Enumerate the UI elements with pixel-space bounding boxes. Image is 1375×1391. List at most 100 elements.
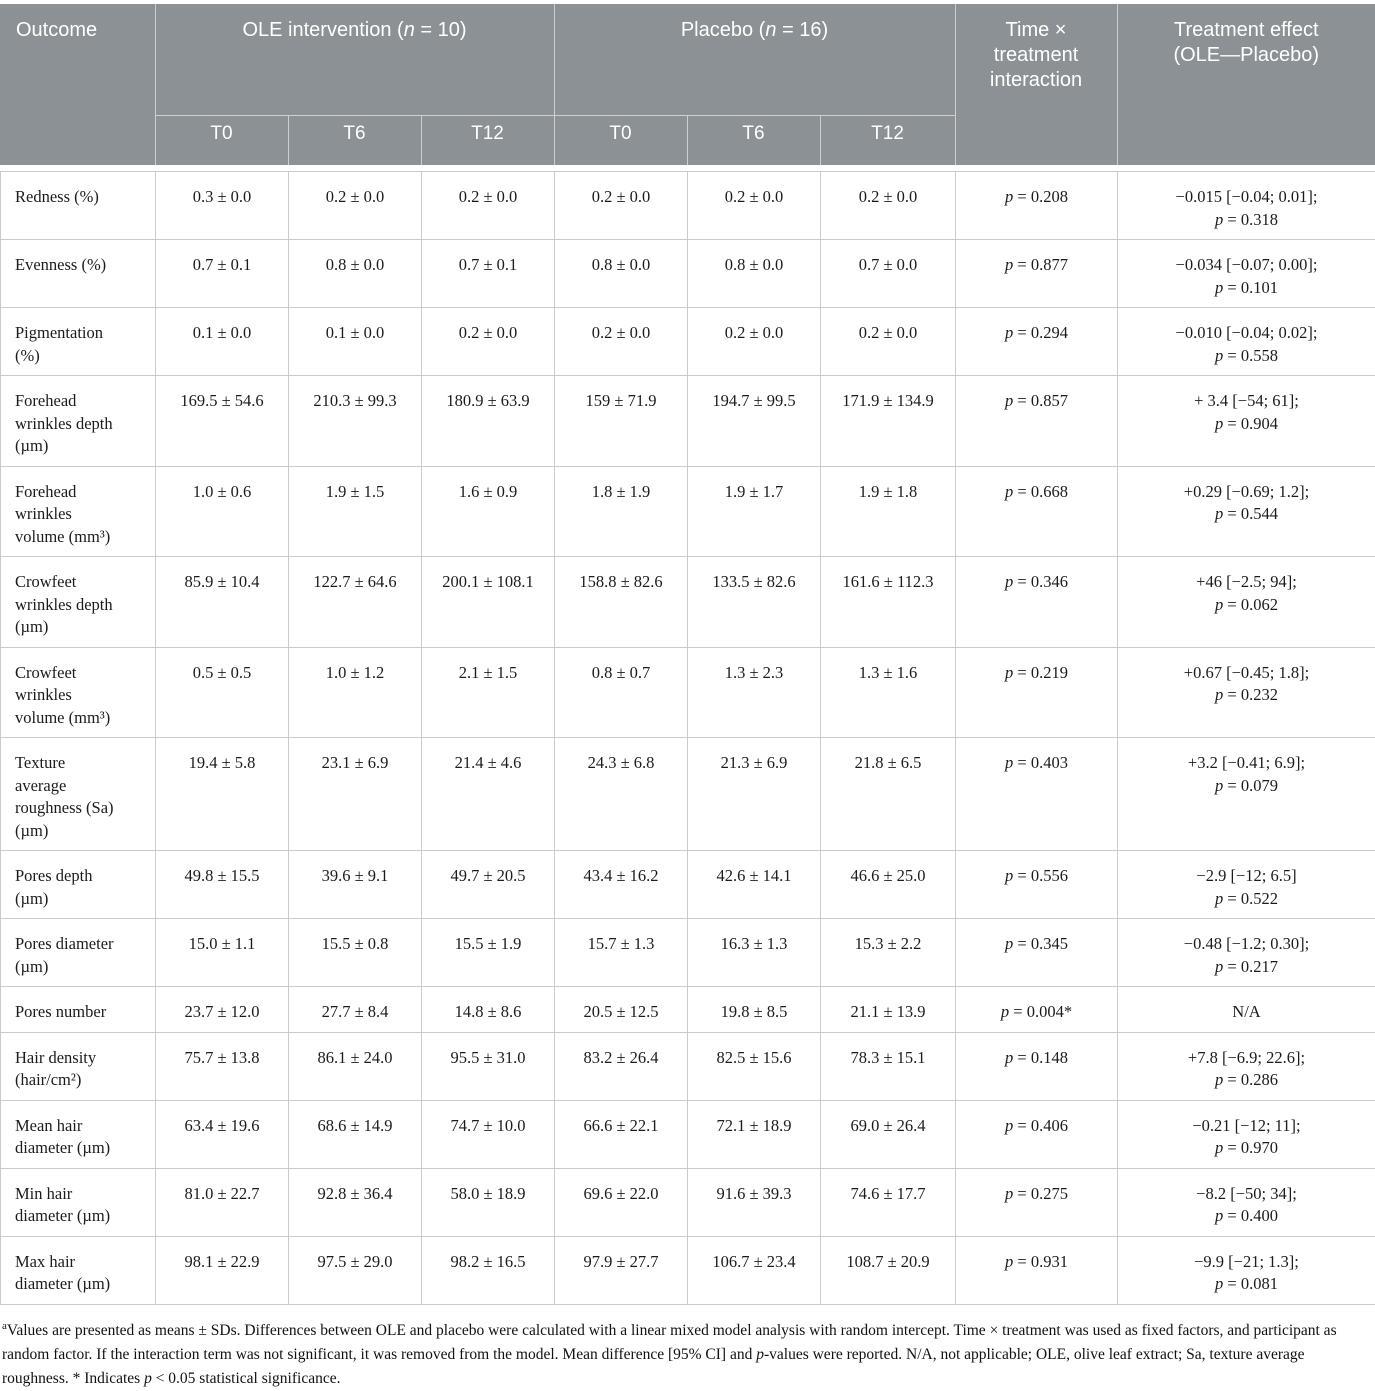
placebo-value-t6: 19.8 ± 8.5 <box>688 987 821 1033</box>
effect-line: −0.015 [−0.04; 0.01]; <box>1126 186 1367 209</box>
subheader-ole-t0: T0 <box>155 116 288 166</box>
treatment-effect-value: + 3.4 [−54; 61];p = 0.904 <box>1118 376 1375 467</box>
placebo-value-t0: 159 ± 71.9 <box>555 376 688 467</box>
placebo-value-t6: 133.5 ± 82.6 <box>688 557 821 648</box>
results-table-header: Outcome OLE intervention (n = 10) Placeb… <box>0 4 1375 165</box>
placebo-value-t6: 106.7 ± 23.4 <box>688 1236 821 1304</box>
ole-group-n: n <box>404 19 415 41</box>
subheader-placebo-t0: T0 <box>554 116 687 166</box>
placebo-value-t12: 0.7 ± 0.0 <box>821 240 956 308</box>
placebo-value-t12: 69.0 ± 26.4 <box>821 1100 956 1168</box>
placebo-value-t0: 0.2 ± 0.0 <box>555 308 688 376</box>
table-footnote: aValues are presented as means ± SDs. Di… <box>0 1314 1375 1391</box>
placebo-value-t12: 171.9 ± 134.9 <box>821 376 956 467</box>
outcome-label: Pores diameter (µm) <box>1 919 156 987</box>
ole-value-t0: 0.3 ± 0.0 <box>156 172 289 240</box>
effect-line: +0.29 [−0.69; 1.2]; <box>1126 481 1367 504</box>
ole-value-t6: 27.7 ± 8.4 <box>289 987 422 1033</box>
ole-value-t6: 68.6 ± 14.9 <box>289 1100 422 1168</box>
placebo-value-t0: 69.6 ± 22.0 <box>555 1168 688 1236</box>
treatment-effect-value: −0.010 [−0.04; 0.02];p = 0.558 <box>1118 308 1375 376</box>
ole-value-t6: 0.1 ± 0.0 <box>289 308 422 376</box>
placebo-value-t6: 72.1 ± 18.9 <box>688 1100 821 1168</box>
ole-group-label-pre: OLE intervention ( <box>242 19 403 41</box>
effect-line: p = 0.062 <box>1126 594 1367 617</box>
placebo-value-t12: 1.3 ± 1.6 <box>821 647 956 738</box>
effect-line: p = 0.081 <box>1126 1273 1367 1296</box>
effect-line: +46 [−2.5; 94]; <box>1126 571 1367 594</box>
effect-line: −8.2 [−50; 34]; <box>1126 1183 1367 1206</box>
ole-value-t12: 0.2 ± 0.0 <box>422 172 555 240</box>
effect-line: p = 0.101 <box>1126 277 1367 300</box>
placebo-value-t6: 1.9 ± 1.7 <box>688 466 821 557</box>
placebo-value-t6: 82.5 ± 15.6 <box>688 1032 821 1100</box>
ole-value-t0: 15.0 ± 1.1 <box>156 919 289 987</box>
placebo-value-t6: 0.8 ± 0.0 <box>688 240 821 308</box>
placebo-value-t0: 15.7 ± 1.3 <box>555 919 688 987</box>
placebo-value-t6: 16.3 ± 1.3 <box>688 919 821 987</box>
placebo-value-t12: 15.3 ± 2.2 <box>821 919 956 987</box>
placebo-group-label-post: = 16) <box>776 19 828 41</box>
placebo-value-t0: 24.3 ± 6.8 <box>555 738 688 851</box>
outcome-label: Mean hair diameter (µm) <box>1 1100 156 1168</box>
treatment-effect-value: +0.29 [−0.69; 1.2];p = 0.544 <box>1118 466 1375 557</box>
placebo-value-t12: 21.1 ± 13.9 <box>821 987 956 1033</box>
ole-value-t12: 14.8 ± 8.6 <box>422 987 555 1033</box>
ole-value-t0: 49.8 ± 15.5 <box>156 851 289 919</box>
outcome-label: Forehead wrinkles depth (µm) <box>1 376 156 467</box>
outcome-label: Crowfeet wrinkles depth (µm) <box>1 557 156 648</box>
placebo-value-t12: 0.2 ± 0.0 <box>821 308 956 376</box>
interaction-p-value: p = 0.857 <box>956 376 1118 467</box>
ole-value-t6: 0.2 ± 0.0 <box>289 172 422 240</box>
ole-value-t6: 23.1 ± 6.9 <box>289 738 422 851</box>
ole-value-t12: 0.7 ± 0.1 <box>422 240 555 308</box>
effect-line: p = 0.522 <box>1126 888 1367 911</box>
interaction-p-value: p = 0.345 <box>956 919 1118 987</box>
effect-line: −0.21 [−12; 11]; <box>1126 1115 1367 1138</box>
ole-value-t0: 85.9 ± 10.4 <box>156 557 289 648</box>
ole-value-t6: 1.9 ± 1.5 <box>289 466 422 557</box>
treatment-effect-value: +3.2 [−0.41; 6.9];p = 0.079 <box>1118 738 1375 851</box>
ole-value-t6: 15.5 ± 0.8 <box>289 919 422 987</box>
placebo-value-t12: 46.6 ± 25.0 <box>821 851 956 919</box>
interaction-p-value: p = 0.403 <box>956 738 1118 851</box>
treatment-effect-value: −8.2 [−50; 34];p = 0.400 <box>1118 1168 1375 1236</box>
outcome-label: Pores number <box>1 987 156 1033</box>
subheader-ole-t6: T6 <box>288 116 421 166</box>
interaction-p-value: p = 0.346 <box>956 557 1118 648</box>
ole-value-t12: 74.7 ± 10.0 <box>422 1100 555 1168</box>
outcome-label: Texture average roughness (Sa) (µm) <box>1 738 156 851</box>
placebo-value-t0: 66.6 ± 22.1 <box>555 1100 688 1168</box>
placebo-value-t0: 0.8 ± 0.7 <box>555 647 688 738</box>
ole-value-t6: 122.7 ± 64.6 <box>289 557 422 648</box>
placebo-value-t12: 1.9 ± 1.8 <box>821 466 956 557</box>
placebo-value-t6: 91.6 ± 39.3 <box>688 1168 821 1236</box>
effect-line: p = 0.400 <box>1126 1205 1367 1228</box>
treatment-effect-value: +46 [−2.5; 94];p = 0.062 <box>1118 557 1375 648</box>
interaction-p-value: p = 0.877 <box>956 240 1118 308</box>
outcome-label: Crowfeet wrinkles volume (mm³) <box>1 647 156 738</box>
effect-line: −0.034 [−0.07; 0.00]; <box>1126 254 1367 277</box>
interaction-p-value: p = 0.275 <box>956 1168 1118 1236</box>
placebo-value-t0: 1.8 ± 1.9 <box>555 466 688 557</box>
column-header-ole-group: OLE intervention (n = 10) <box>155 4 554 116</box>
ole-value-t12: 1.6 ± 0.9 <box>422 466 555 557</box>
ole-value-t0: 63.4 ± 19.6 <box>156 1100 289 1168</box>
ole-value-t0: 0.7 ± 0.1 <box>156 240 289 308</box>
ole-value-t12: 200.1 ± 108.1 <box>422 557 555 648</box>
placebo-value-t12: 21.8 ± 6.5 <box>821 738 956 851</box>
outcome-label: Min hair diameter (µm) <box>1 1168 156 1236</box>
interaction-p-value: p = 0.208 <box>956 172 1118 240</box>
ole-value-t12: 180.9 ± 63.9 <box>422 376 555 467</box>
placebo-value-t0: 20.5 ± 12.5 <box>555 987 688 1033</box>
effect-line: −2.9 [−12; 6.5] <box>1126 865 1367 888</box>
placebo-value-t6: 194.7 ± 99.5 <box>688 376 821 467</box>
ole-value-t0: 1.0 ± 0.6 <box>156 466 289 557</box>
